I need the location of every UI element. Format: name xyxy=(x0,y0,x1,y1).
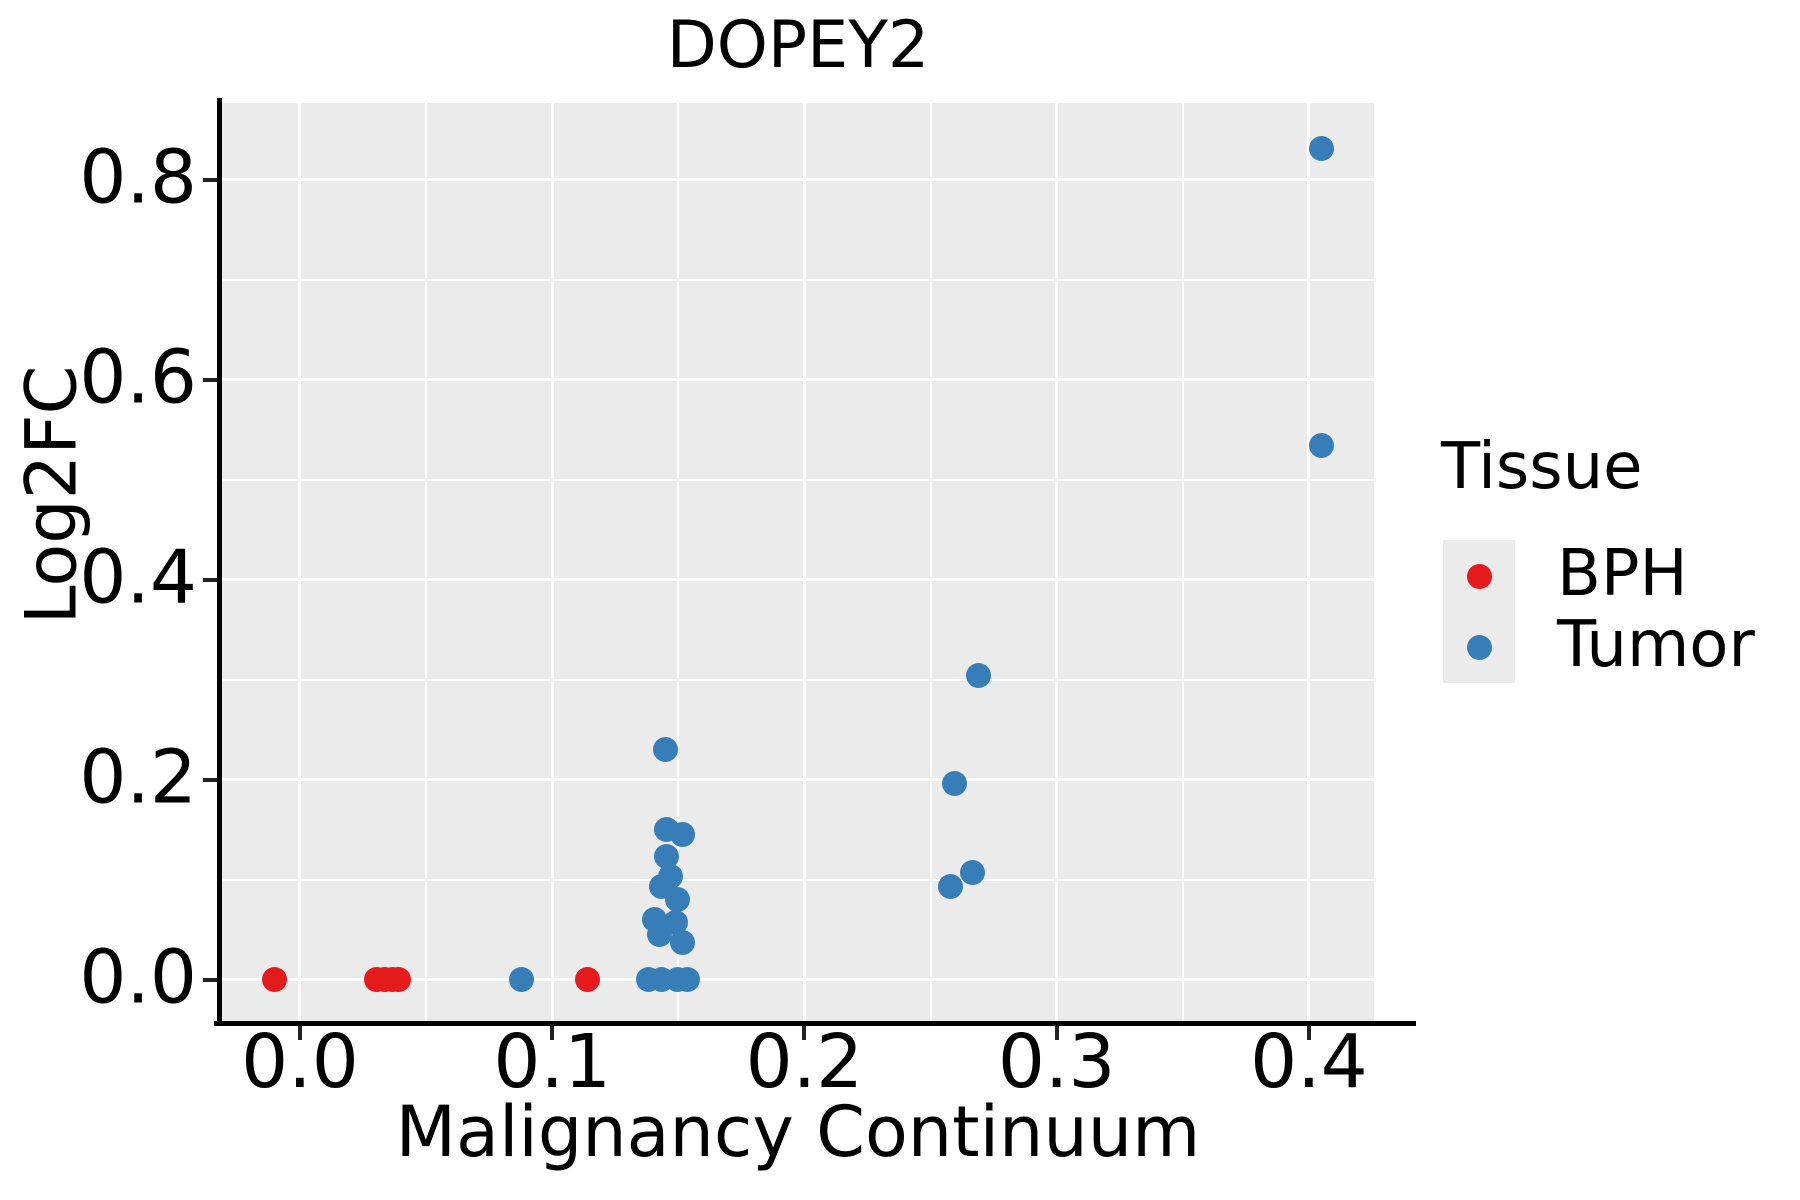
x-tick-label: 0.4 xyxy=(1250,1019,1368,1105)
y-tick-label: 0.0 xyxy=(79,934,197,1021)
data-point-tumor xyxy=(1309,433,1335,458)
y-tick xyxy=(203,977,217,982)
chart-title: DOPEY2 xyxy=(666,8,930,83)
data-point-tumor xyxy=(959,860,985,885)
data-point-tumor xyxy=(653,737,679,762)
legend-label-bph: BPH xyxy=(1557,537,1688,612)
data-point-tumor xyxy=(663,910,689,935)
minor-gridline-x xyxy=(1181,103,1184,1021)
x-tick xyxy=(1306,1026,1311,1040)
major-gridline-x xyxy=(802,103,806,1021)
x-tick xyxy=(297,1026,302,1040)
data-point-bph xyxy=(262,967,288,992)
major-gridline-x xyxy=(298,103,302,1021)
legend-label-tumor: Tumor xyxy=(1557,608,1755,683)
data-point-tumor xyxy=(1309,136,1335,161)
y-tick-label: 0.6 xyxy=(79,334,197,421)
minor-gridline-x xyxy=(425,103,428,1021)
major-gridline-y xyxy=(222,378,1374,381)
minor-gridline-y xyxy=(222,278,1374,281)
data-point-tumor xyxy=(674,967,700,992)
legend-entry-tumor: Tumor xyxy=(1441,611,1791,683)
x-axis-label: Malignancy Continuum xyxy=(395,1091,1201,1173)
minor-gridline-y xyxy=(222,478,1374,481)
minor-gridline-x xyxy=(929,103,932,1021)
data-point-tumor xyxy=(938,874,964,899)
major-gridline-y xyxy=(222,978,1374,981)
y-tick-label: 0.8 xyxy=(79,134,197,221)
major-gridline-y xyxy=(222,578,1374,581)
major-gridline-x xyxy=(550,103,554,1021)
major-gridline-x xyxy=(1055,103,1059,1021)
y-tick xyxy=(203,377,217,382)
x-tick-label: 0.1 xyxy=(493,1019,612,1105)
x-tick xyxy=(550,1026,555,1040)
data-point-tumor xyxy=(641,907,667,932)
major-gridline-y xyxy=(222,178,1374,181)
legend-title: Tissue xyxy=(1441,430,1643,504)
major-gridline-y xyxy=(222,778,1374,781)
data-point-tumor xyxy=(654,817,680,842)
minor-gridline-y xyxy=(222,678,1374,681)
y-tick xyxy=(203,577,217,582)
legend-entry-bph: BPH xyxy=(1441,540,1791,612)
y-tick-label: 0.4 xyxy=(79,534,197,621)
data-point-tumor xyxy=(654,844,680,869)
tumor-marker-icon xyxy=(1467,635,1492,660)
x-tick-label: 0.2 xyxy=(745,1019,864,1105)
bph-marker-icon xyxy=(1467,564,1492,589)
x-tick xyxy=(802,1026,807,1040)
plot-panel xyxy=(222,103,1374,1021)
data-point-bph xyxy=(385,967,411,992)
data-point-tumor xyxy=(965,663,991,688)
minor-gridline-x xyxy=(677,103,680,1021)
x-tick xyxy=(1054,1026,1059,1040)
y-tick-label: 0.2 xyxy=(79,734,197,821)
data-point-tumor xyxy=(509,967,535,992)
minor-gridline-y xyxy=(222,878,1374,881)
x-tick-label: 0.3 xyxy=(997,1019,1116,1105)
left-axis-spine xyxy=(217,98,222,1026)
y-tick xyxy=(203,777,217,782)
bottom-axis-spine xyxy=(214,1021,1416,1026)
y-tick xyxy=(203,177,217,182)
data-point-tumor xyxy=(942,771,968,796)
major-gridline-x xyxy=(1307,103,1311,1021)
x-tick-label: 0.0 xyxy=(241,1019,359,1105)
data-point-bph xyxy=(575,967,600,992)
